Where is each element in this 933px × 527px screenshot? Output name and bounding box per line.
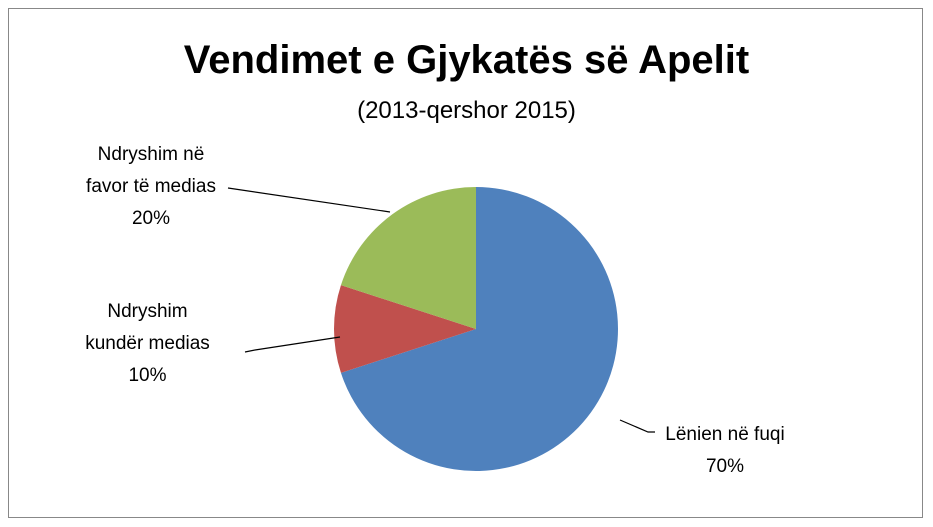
leader-line <box>227 187 391 213</box>
category-label: Ndryshim në favor të medias <box>86 144 216 197</box>
value-label: 10% <box>128 365 167 386</box>
category-label: Ndryshim kundër medias <box>85 301 210 354</box>
slice-label: Lënien në fuqi 70% <box>645 419 805 483</box>
pie-slice <box>340 186 618 471</box>
slice-label: Ndryshim në favor të medias 20% <box>76 139 226 235</box>
leader-line <box>244 336 341 353</box>
slice-label: Ndryshim kundër medias 10% <box>80 296 215 392</box>
category-label: Lënien në fuqi <box>665 424 785 445</box>
value-label: 70% <box>705 456 745 477</box>
value-label: 20% <box>131 208 171 229</box>
chart-frame <box>8 8 923 518</box>
chart-title: Vendimet e Gjykatës së Apelit <box>183 38 750 82</box>
leader-line <box>619 419 655 433</box>
pie-slice <box>333 285 476 373</box>
pie-slice <box>340 187 476 329</box>
chart-subtitle: (2013-qershor 2015) <box>357 97 576 124</box>
